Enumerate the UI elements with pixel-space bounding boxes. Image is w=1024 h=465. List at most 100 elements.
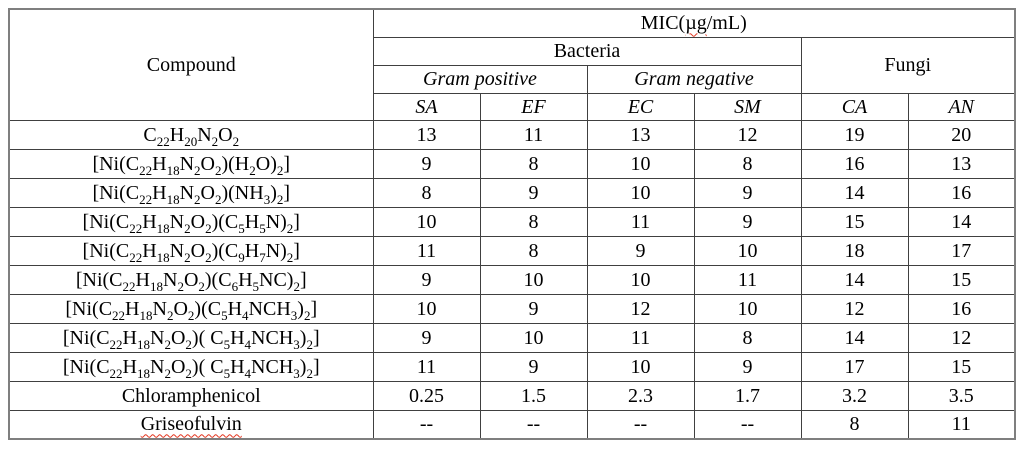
compound-formula: [Ni(C22H18N2O2)( C5H4NCH3)2]: [62, 326, 320, 352]
mic-value-cell: 8: [479, 148, 588, 179]
organism-header-ca: CA: [800, 92, 909, 121]
compound-cell: [Ni(C22H18N2O2)(C9H7N)2]: [8, 235, 374, 266]
mic-value-cell: 9: [479, 177, 588, 208]
mic-value-cell: 15: [907, 264, 1016, 295]
mic-value-cell: 11: [372, 351, 481, 382]
mic-value-cell: 3.5: [907, 380, 1016, 411]
mic-value-cell: 9: [372, 148, 481, 179]
header-row-groups: Bacteria Fungi: [9, 36, 1016, 94]
mic-value-cell: 9: [693, 177, 802, 208]
compound-cell: [Ni(C22H18N2O2)(C5H5N)2]: [8, 206, 374, 237]
header-row-gram: Gram positive Gram negative: [9, 64, 1015, 94]
mic-value-cell: 12: [907, 322, 1016, 353]
mic-value-cell: 11: [907, 409, 1016, 440]
compound-formula: [Ni(C22H18N2O2)(C5H4NCH3)2]: [65, 297, 318, 323]
compound-cell: [Ni(C22H18N2O2)( C5H4NCH3)2]: [8, 351, 374, 382]
header-row-title: Compound MIC(µg/mL): [8, 8, 1016, 121]
mic-value-cell: 16: [800, 148, 909, 179]
compound-cell: C22H20N2O2: [8, 119, 374, 150]
mic-value-cell: 9: [479, 293, 588, 324]
mic-value-cell: 18: [800, 235, 909, 266]
mic-value-cell: 10: [586, 177, 695, 208]
mic-value-cell: 17: [800, 351, 909, 382]
organism-header-sa: SA: [372, 92, 481, 121]
mic-value-cell: 8: [479, 206, 588, 237]
mic-results-table: Compound MIC(µg/mL) Bacteria Fungi Gram …: [8, 8, 1016, 440]
table-row: [Ni(C22H18N2O2)( C5H4NCH3)2] 11 9 10 9 17 15: [8, 351, 1016, 382]
compound-formula: [Ni(C22H18N2O2)(C6H5NC)2]: [75, 268, 307, 294]
compound-cell: [Ni(C22H18N2O2)(NH3)2]: [8, 177, 374, 208]
compound-formula: Griseofulvin: [140, 413, 242, 436]
compound-cell: [Ni(C22H18N2O2)(C5H4NCH3)2]: [8, 293, 374, 324]
mic-value-cell: --: [372, 409, 481, 440]
mic-header-suffix: /mL): [706, 12, 747, 35]
mic-column-header: MIC(µg/mL): [372, 8, 1016, 38]
mic-value-cell: 9: [693, 351, 802, 382]
organism-header-an: AN: [907, 92, 1016, 121]
organism-header-sm: SM: [693, 92, 802, 121]
mic-value-cell: 10: [586, 351, 695, 382]
mic-value-cell: 19: [800, 119, 909, 150]
mic-value-cell: 12: [800, 293, 909, 324]
mic-value-cell: 11: [693, 264, 802, 295]
mic-value-cell: 9: [372, 264, 481, 295]
organism-header-ef: EF: [479, 92, 588, 121]
mic-value-cell: 13: [907, 148, 1016, 179]
compound-formula: [Ni(C22H18N2O2)(C9H7N)2]: [82, 239, 300, 265]
mic-value-cell: 10: [693, 235, 802, 266]
mic-value-cell: 10: [372, 293, 481, 324]
table-row: Griseofulvin -- -- -- -- 8 11: [8, 409, 1016, 440]
gram-negative-header: Gram negative: [586, 64, 802, 94]
header-row-organisms: SA EF EC SM CA AN: [9, 92, 1016, 121]
table-row: [Ni(C22H18N2O2)( C5H4NCH3)2] 9 10 11 8 14 12: [8, 322, 1016, 353]
mic-value-cell: 14: [907, 206, 1016, 237]
bacteria-group-header: Bacteria: [372, 36, 802, 66]
table-row: [Ni(C22H18N2O2)(C6H5NC)2] 9 10 10 11 14 15: [8, 264, 1016, 295]
table-row: [Ni(C22H18N2O2)(C9H7N)2] 11 8 9 10 18 17: [8, 235, 1016, 266]
mic-value-cell: 11: [372, 235, 481, 266]
mic-value-cell: 8: [372, 177, 481, 208]
mic-value-cell: 9: [372, 322, 481, 353]
mic-value-cell: 13: [586, 119, 695, 150]
mic-value-cell: 17: [907, 235, 1016, 266]
compound-formula: [Ni(C22H18N2O2)(NH3)2]: [92, 181, 291, 207]
compound-column-header: Compound: [8, 8, 374, 121]
mic-value-cell: --: [479, 409, 588, 440]
table-row: [Ni(C22H18N2O2)(C5H4NCH3)2] 10 9 12 10 12 16: [8, 293, 1016, 324]
mic-value-cell: 11: [586, 206, 695, 237]
mic-value-cell: 0.25: [372, 380, 481, 411]
mic-value-cell: --: [586, 409, 695, 440]
table-row: [Ni(C22H18N2O2)(NH3)2] 8 9 10 9 14 16: [8, 177, 1016, 208]
compound-cell: Chloramphenicol: [8, 380, 374, 411]
mic-value-cell: 2.3: [586, 380, 695, 411]
mic-value-cell: 10: [479, 322, 588, 353]
fungi-group-header: Fungi: [800, 36, 1016, 94]
mic-value-cell: --: [693, 409, 802, 440]
mic-value-cell: 11: [479, 119, 588, 150]
compound-formula: Chloramphenicol: [121, 384, 261, 407]
mic-value-cell: 12: [586, 293, 695, 324]
mic-value-cell: 13: [372, 119, 481, 150]
mic-value-cell: 16: [907, 293, 1016, 324]
mic-value-cell: 9: [479, 351, 588, 382]
mic-value-cell: 9: [586, 235, 695, 266]
compound-formula: [Ni(C22H18N2O2)( C5H4NCH3)2]: [62, 355, 320, 381]
mic-value-cell: 15: [907, 351, 1016, 382]
compound-cell: [Ni(C22H18N2O2)(C6H5NC)2]: [8, 264, 374, 295]
mic-value-cell: 8: [693, 148, 802, 179]
mic-value-cell: 14: [800, 264, 909, 295]
mic-value-cell: 8: [479, 235, 588, 266]
mic-value-cell: 10: [586, 148, 695, 179]
gram-positive-header: Gram positive: [372, 64, 588, 94]
compound-cell: [Ni(C22H18N2O2)( C5H4NCH3)2]: [8, 322, 374, 353]
mic-value-cell: 15: [800, 206, 909, 237]
mic-value-cell: 14: [800, 322, 909, 353]
compound-formula: C22H20N2O2: [143, 123, 240, 149]
mic-header-prefix: MIC(: [640, 12, 686, 35]
document-page: Compound MIC(µg/mL) Bacteria Fungi Gram …: [8, 8, 1016, 440]
compound-cell: Griseofulvin: [8, 409, 374, 440]
mic-value-cell: 8: [800, 409, 909, 440]
table-row: [Ni(C22H18N2O2)(C5H5N)2] 10 8 11 9 15 14: [8, 206, 1016, 237]
mic-value-cell: 1.7: [693, 380, 802, 411]
mic-value-cell: 9: [693, 206, 802, 237]
